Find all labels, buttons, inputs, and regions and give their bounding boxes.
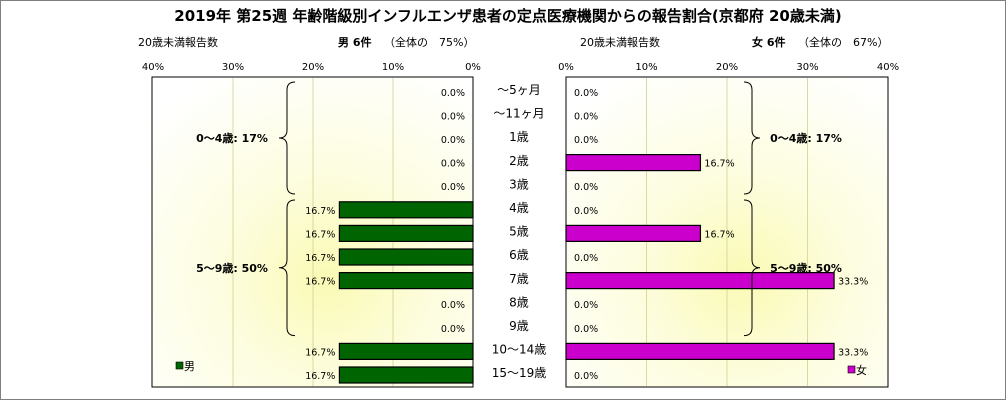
female-bar-value-label: 0.0% [574, 371, 598, 382]
female-group-bracket [743, 81, 761, 195]
male-bar-value-label: 0.0% [441, 111, 465, 122]
male-group-brackets: 0〜4歳: 17% 5〜9歳: 50% [196, 81, 296, 337]
male-bar [338, 224, 474, 242]
male-bar-value-label: 16.7% [305, 253, 335, 264]
male-group-bracket [278, 81, 296, 195]
age-category-label: 6歳 [509, 248, 529, 262]
age-category-label: 1歳 [509, 130, 529, 144]
male-group-label: 5〜9歳: 50% [196, 261, 268, 275]
female-bar [565, 342, 835, 360]
age-category-label: 3歳 [509, 177, 529, 191]
male-bar-value-label: 16.7% [305, 206, 335, 217]
female-header-pct: （全体の 67%） [798, 35, 888, 49]
female-bar-value-label: 0.0% [574, 300, 598, 311]
female-bar-value-label: 0.0% [574, 88, 598, 99]
male-bar-value-label: 16.7% [305, 347, 335, 358]
female-header-count: 女 6件 [752, 35, 785, 49]
female-bar-value-label: 0.0% [574, 182, 598, 193]
male-bar [338, 272, 474, 290]
male-x-tick-label: 10% [382, 62, 404, 73]
age-category-label: 8歳 [509, 295, 529, 309]
male-x-axis-ticks: 40% 30% 20% 10% 0% [142, 62, 481, 73]
female-group-brackets: 0〜4歳: 17% 5〜9歳: 50% [743, 81, 842, 337]
female-bar [565, 224, 702, 242]
female-group-label: 5〜9歳: 50% [770, 261, 842, 275]
age-category-label: 7歳 [509, 272, 529, 286]
male-x-tick-label: 40% [142, 62, 164, 73]
female-legend-label: 女 [856, 363, 867, 377]
age-category-label: 9歳 [509, 319, 529, 333]
female-bars: 0.0% 0.0% 0.0% 16.7% 0.0% 0.0% 16.7% 0.0% 33.3% 0… [565, 88, 868, 382]
age-category-label: 15〜19歳 [492, 366, 547, 380]
male-bar-value-label: 0.0% [441, 182, 465, 193]
female-bar [565, 272, 835, 290]
female-x-tick-label: 0% [558, 62, 574, 73]
female-x-tick-label: 20% [716, 62, 738, 73]
female-bar-value-label: 16.7% [704, 229, 734, 240]
female-x-tick-label: 10% [635, 62, 657, 73]
female-bar-value-label: 33.3% [838, 277, 868, 288]
male-bar [338, 342, 474, 360]
female-legend-swatch [847, 365, 856, 374]
female-bar-value-label: 0.0% [574, 135, 598, 146]
male-bar-value-label: 0.0% [441, 88, 465, 99]
age-category-label: 2歳 [509, 154, 529, 168]
female-bar-value-label: 16.7% [704, 159, 734, 170]
age-category-label: 10〜14歳 [492, 343, 547, 357]
male-x-tick-label: 0% [465, 62, 481, 73]
female-bar-value-label: 0.0% [574, 206, 598, 217]
chart-title: 2019年 第25週 年齢階級別インフルエンザ患者の定点医療機関からの報告割合(… [174, 7, 841, 25]
male-bar [338, 201, 474, 219]
male-bar [338, 366, 474, 384]
female-group-bracket [743, 199, 761, 337]
female-bar-value-label: 0.0% [574, 253, 598, 264]
female-x-axis-ticks: 0% 10% 20% 30% 40% [558, 62, 899, 73]
male-bar-value-label: 16.7% [305, 277, 335, 288]
female-bar-value-label: 0.0% [574, 111, 598, 122]
male-bar-value-label: 16.7% [305, 229, 335, 240]
female-x-tick-label: 40% [877, 62, 899, 73]
male-bar [338, 248, 474, 266]
male-header-count: 男 6件 [338, 35, 371, 49]
female-bar-value-label: 33.3% [838, 347, 868, 358]
male-legend-swatch [175, 361, 184, 370]
male-legend-label: 男 [184, 360, 195, 373]
male-header-pct: （全体の 75%） [384, 35, 474, 49]
male-bar-value-label: 0.0% [441, 324, 465, 335]
age-category-labels: 〜5ヶ月〜11ヶ月 1歳 2歳 3歳 4歳 5歳 6歳 7歳 8歳 9歳 10〜14歳 15〜19歳 [492, 83, 547, 380]
male-group-label: 0〜4歳: 17% [196, 131, 268, 145]
female-x-tick-label: 30% [796, 62, 818, 73]
male-header-left: 20歳未満報告数 [138, 36, 218, 49]
age-category-label: 5歳 [509, 225, 529, 239]
male-bars: 0.0% 0.0% 0.0% 0.0% 0.0% 16.7% 16.7% 16.7% 16.7%… [305, 88, 474, 384]
male-bar-value-label: 0.0% [441, 300, 465, 311]
female-header-left: 20歳未満報告数 [580, 36, 660, 49]
male-x-tick-label: 20% [302, 62, 324, 73]
male-x-tick-label: 30% [222, 62, 244, 73]
age-category-label: 4歳 [509, 201, 529, 215]
male-bar-value-label: 0.0% [441, 159, 465, 170]
female-bar [565, 154, 702, 172]
female-group-label: 0〜4歳: 17% [770, 131, 842, 145]
male-group-bracket [278, 199, 296, 337]
age-category-label: 〜5ヶ月 [497, 83, 541, 97]
female-bar-value-label: 0.0% [574, 324, 598, 335]
male-bar-value-label: 16.7% [305, 371, 335, 382]
male-bar-value-label: 0.0% [441, 135, 465, 146]
age-category-label: 〜11ヶ月 [493, 107, 544, 121]
